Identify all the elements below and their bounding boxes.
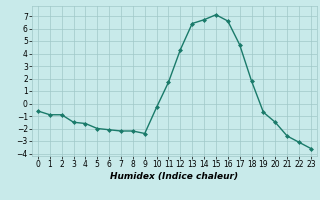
X-axis label: Humidex (Indice chaleur): Humidex (Indice chaleur) <box>110 172 238 181</box>
